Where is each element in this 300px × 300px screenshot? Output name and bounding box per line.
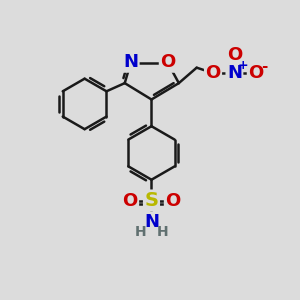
Text: O: O	[248, 64, 263, 82]
Text: +: +	[237, 59, 248, 72]
Text: H: H	[157, 225, 169, 239]
Text: N: N	[227, 64, 242, 82]
Text: O: O	[122, 191, 138, 209]
Text: H: H	[134, 225, 146, 239]
Text: O: O	[165, 191, 181, 209]
Text: S: S	[145, 191, 158, 210]
Text: N: N	[123, 53, 138, 71]
Text: O: O	[227, 46, 242, 64]
Text: O: O	[160, 53, 176, 71]
Text: -: -	[262, 59, 268, 74]
Text: N: N	[144, 213, 159, 231]
Text: O: O	[206, 64, 220, 82]
